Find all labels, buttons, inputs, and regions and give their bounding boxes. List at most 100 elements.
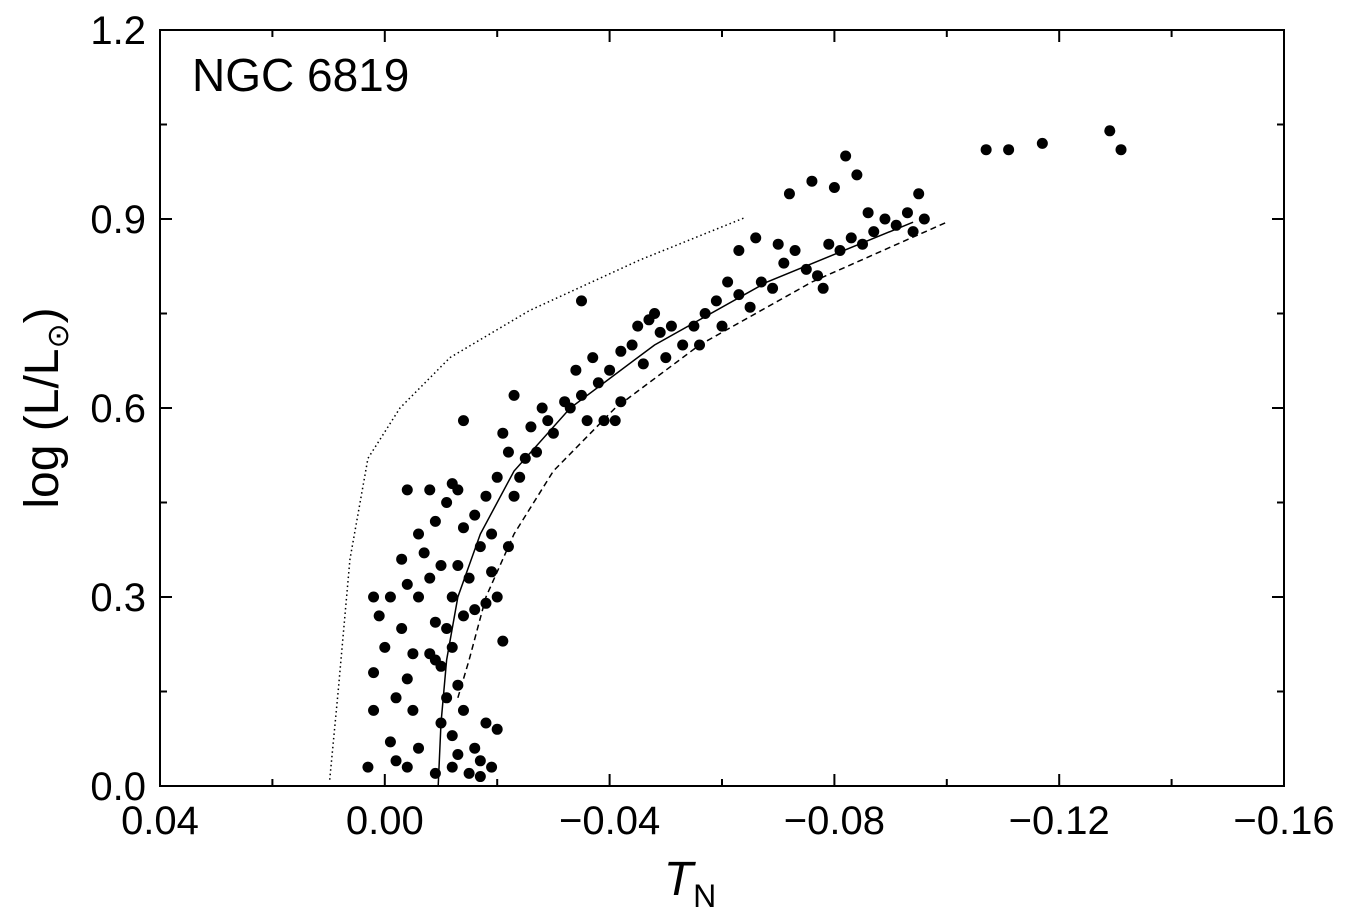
data-point — [823, 238, 835, 250]
data-point — [772, 238, 784, 250]
data-point — [441, 623, 453, 634]
data-point — [384, 591, 396, 603]
data-point — [424, 484, 436, 496]
data-point — [598, 415, 610, 427]
data-point — [879, 213, 891, 225]
data-point — [469, 509, 481, 521]
y-label-main: log (L/L — [16, 349, 69, 509]
y-tick-label: 0.0 — [90, 765, 146, 809]
data-point — [429, 515, 441, 527]
data-point — [452, 560, 464, 571]
data-point — [401, 761, 413, 773]
data-point — [502, 541, 514, 553]
data-point — [828, 182, 840, 193]
data-point — [474, 755, 486, 767]
data-point — [632, 320, 644, 332]
data-point — [806, 175, 818, 187]
data-point — [362, 761, 374, 773]
data-point — [626, 339, 638, 351]
data-point — [373, 610, 385, 622]
data-point — [536, 402, 548, 414]
data-point — [441, 497, 453, 508]
x-tick-label: −0.16 — [1233, 799, 1334, 843]
data-point — [401, 673, 413, 685]
data-point — [868, 226, 880, 238]
data-point — [542, 415, 554, 427]
data-point — [1003, 144, 1015, 156]
data-point — [424, 572, 436, 584]
data-point — [1036, 137, 1048, 149]
data-point — [435, 660, 447, 672]
data-point — [429, 616, 441, 628]
data-point — [722, 276, 734, 288]
data-point — [368, 667, 380, 679]
data-point — [486, 528, 498, 540]
data-point — [457, 704, 469, 716]
x-tick-label: −0.08 — [784, 799, 885, 843]
y-tick-label: 0.3 — [90, 576, 146, 620]
data-point — [525, 421, 537, 433]
data-point — [446, 761, 458, 773]
data-point — [547, 427, 559, 439]
data-point — [418, 547, 430, 559]
data-point — [424, 648, 436, 660]
data-point — [390, 755, 402, 767]
data-point — [716, 320, 728, 332]
x-tick-label: 0.00 — [346, 799, 424, 843]
data-point — [862, 207, 874, 219]
data-point — [688, 320, 700, 332]
data-point — [508, 389, 520, 401]
data-point — [609, 415, 621, 427]
y-label-end: ) — [16, 307, 69, 323]
data-point — [384, 736, 396, 748]
data-point — [469, 604, 481, 616]
model-curve — [437, 221, 914, 787]
data-point — [654, 326, 666, 338]
data-point — [531, 446, 543, 458]
data-point — [514, 471, 526, 483]
data-point — [480, 490, 492, 502]
data-point — [615, 345, 627, 357]
data-point — [980, 144, 992, 156]
data-point — [733, 245, 745, 256]
data-point — [845, 232, 857, 244]
data-point — [660, 352, 672, 364]
data-point — [733, 289, 745, 301]
data-point — [615, 396, 627, 408]
y-tick-label: 1.2 — [90, 9, 146, 53]
x-tick-label: −0.12 — [1009, 799, 1110, 843]
data-point — [497, 635, 509, 647]
annotation: NGC 6819 — [192, 49, 409, 101]
data-point — [699, 308, 711, 319]
data-point — [907, 226, 919, 238]
data-point — [789, 245, 801, 256]
model-curve — [457, 221, 948, 699]
data-point — [452, 749, 464, 760]
data-point — [637, 358, 649, 370]
data-point — [570, 364, 582, 376]
data-point — [396, 623, 408, 634]
data-point — [750, 232, 762, 244]
data-point — [913, 188, 925, 200]
y-tick-label: 0.9 — [90, 198, 146, 242]
data-point — [901, 207, 913, 219]
x-tick-label: −0.04 — [559, 799, 660, 843]
x-label-sub: N — [693, 878, 716, 914]
data-point — [413, 591, 425, 603]
data-point — [767, 282, 779, 294]
data-point — [744, 301, 756, 313]
data-point — [407, 704, 419, 716]
model-curve — [328, 216, 747, 780]
data-point — [396, 553, 408, 565]
data-point — [665, 320, 677, 332]
data-point — [474, 771, 486, 783]
data-point — [457, 610, 469, 622]
data-point — [401, 484, 413, 496]
data-point — [469, 742, 481, 754]
data-point — [480, 717, 492, 729]
data-point — [491, 591, 503, 603]
data-point — [413, 528, 425, 540]
data-point — [491, 723, 503, 735]
data-point — [581, 415, 593, 427]
